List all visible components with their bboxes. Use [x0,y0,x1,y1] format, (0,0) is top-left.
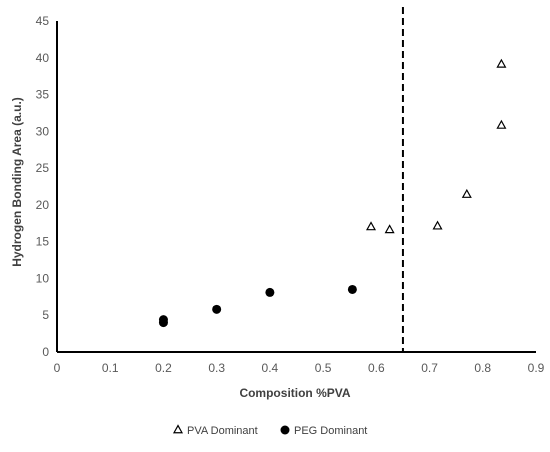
y-tick-label: 30 [36,124,50,138]
y-tick-label: 5 [42,308,49,322]
data-point-pva [384,224,395,234]
x-tick-label: 0.9 [528,361,545,375]
data-point-peg [347,284,357,294]
legend: PVA Dominant PEG Dominant [172,424,367,437]
data-point-pva [496,58,507,68]
x-tick-label: 0.5 [315,361,332,375]
data-point-peg [265,287,275,297]
data-point-pva [461,188,472,198]
data-point-pva [365,221,377,231]
x-axis-title: Composition %PVA [239,386,350,400]
y-tick-label: 15 [36,235,50,249]
legend-label-0: PVA Dominant [187,425,258,437]
y-tick-label: 35 [36,88,50,102]
legend-marker-pva [172,424,184,434]
y-axis-title: Hydrogen Bonding Area (a.u.) [10,97,24,267]
x-tick-label: 0.4 [262,361,279,375]
x-tick-label: 0.2 [155,361,172,375]
y-tick-label: 0 [42,345,49,359]
x-tick-label: 0 [54,361,61,375]
data-point-pva [432,220,443,230]
y-tick-label: 25 [36,161,50,175]
x-tick-label: 0.1 [102,361,119,375]
x-tick-label: 0.7 [421,361,438,375]
x-tick-label: 0.3 [208,361,225,375]
y-tick-label: 20 [36,198,50,212]
data-point-peg [212,304,222,314]
x-tick-label: 0.6 [368,361,385,375]
y-tick-label: 40 [36,51,50,65]
plot-area: 0 0.1 0.2 0.3 0.4 0.5 0.6 0.7 0.8 0.9 0 5 10 15 20 25 30… [36,7,545,375]
x-tick-label: 0.8 [474,361,491,375]
data-point-peg [158,315,168,325]
legend-label-1: PEG Dominant [294,425,367,437]
y-tick-label: 45 [36,14,50,28]
data-point-pva [496,119,507,129]
legend-marker-peg [280,425,290,435]
y-tick-label: 10 [36,271,50,285]
